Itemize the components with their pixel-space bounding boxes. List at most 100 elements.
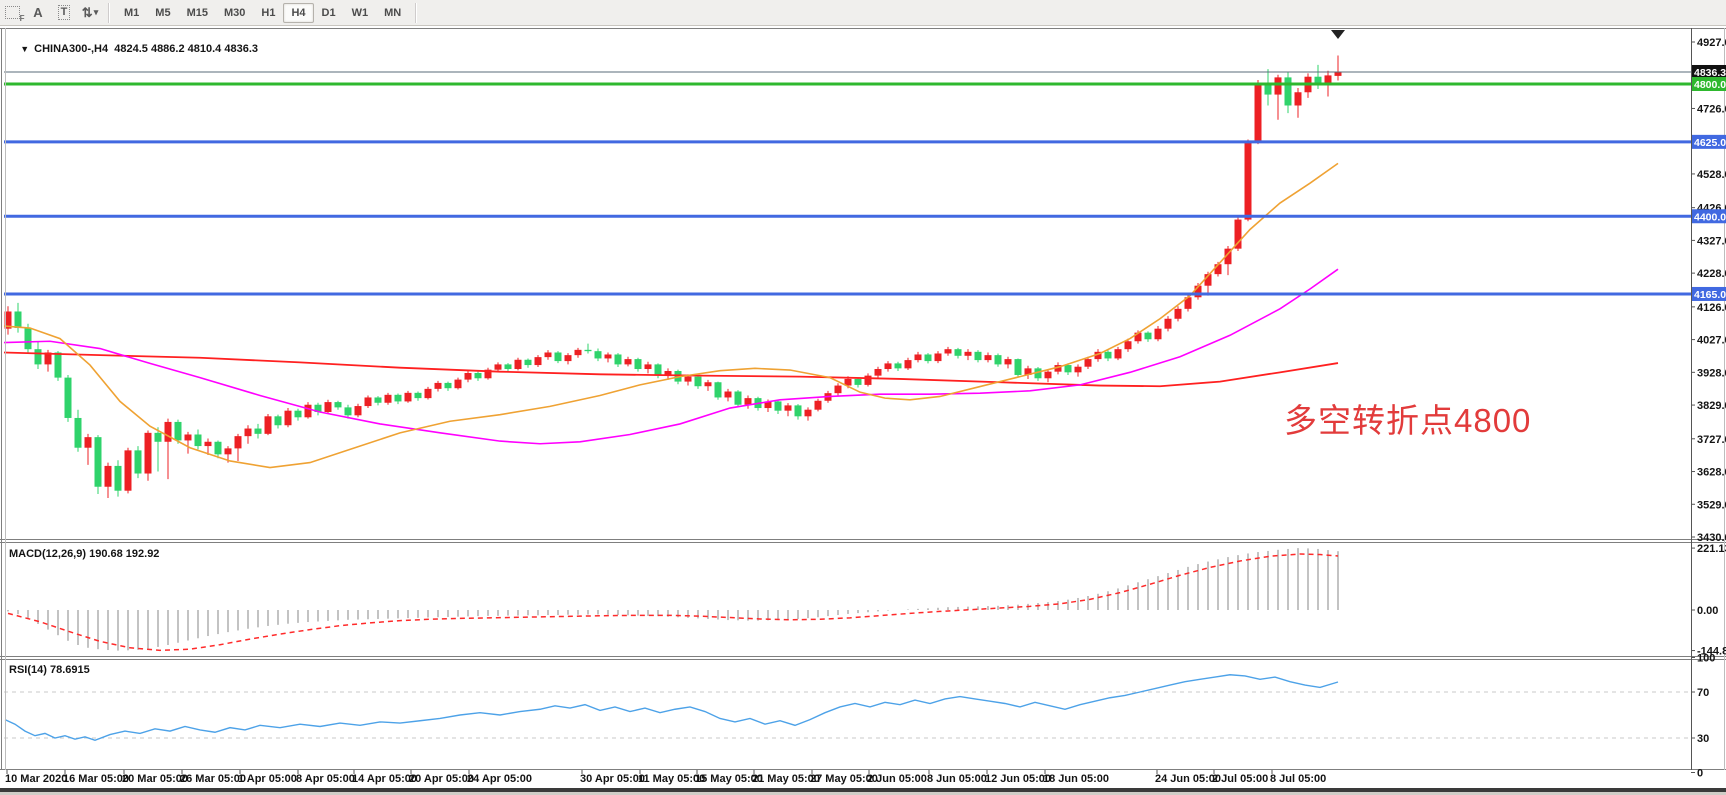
candle-body [694, 376, 702, 387]
candle-body [254, 428, 262, 434]
candle-body [844, 378, 852, 386]
candle-body [564, 355, 572, 362]
bottom-status-strip [0, 792, 1726, 795]
candle-body [354, 406, 362, 416]
rsi-tick-label: 70 [1697, 687, 1709, 699]
price-tick-label: 4528.0 [1697, 169, 1726, 181]
candle-body [704, 382, 712, 387]
arrow-objects-icon[interactable]: ⇅ ▾ [78, 3, 102, 23]
candle-body [294, 410, 302, 418]
candle-body [1174, 308, 1182, 319]
price-badge-4165.0: 4165.0 [1692, 286, 1726, 301]
candle-body [724, 391, 732, 398]
candle-body [1264, 83, 1272, 95]
candle-body [604, 354, 612, 359]
main-price-panel[interactable] [3, 30, 1691, 498]
macd-panel[interactable] [7, 548, 1339, 652]
candle-body [334, 402, 342, 408]
candle-body [594, 351, 602, 359]
candle-body [534, 357, 542, 366]
chart-title-dropdown-icon[interactable]: ▼ [20, 44, 30, 54]
ohlc-values: 4824.5 4886.2 4810.4 4836.3 [114, 43, 258, 55]
macd-histogram [7, 548, 1339, 651]
candle-body [894, 363, 902, 369]
candle-body [524, 359, 532, 366]
candle-body [454, 379, 462, 389]
timeframe-buttons: M1 M5 M15 M30 H1 H4 D1 W1 MN [116, 2, 409, 23]
date-tick-label: 18 Jun 05:00 [1043, 773, 1109, 785]
price-tick-label: 3928.0 [1697, 367, 1726, 379]
grip-box-glyph: F [4, 6, 25, 23]
date-tick-label: 2 Jul 05:00 [1212, 773, 1268, 785]
template-grip-icon[interactable]: F [0, 3, 25, 23]
candle-body [74, 417, 82, 448]
candle-body [794, 405, 802, 417]
date-tick-label: 1 Apr 05:00 [238, 773, 297, 785]
candle-body [1214, 264, 1222, 275]
candle-body [924, 354, 932, 362]
candle-body [1124, 341, 1132, 350]
date-tick-label: 12 Jun 05:00 [985, 773, 1051, 785]
candle-body [784, 405, 792, 411]
date-tick-label: 8 Apr 05:00 [296, 773, 355, 785]
horizontal-level-lines[interactable] [4, 82, 1691, 296]
arrows-glyph: ⇅ [81, 4, 93, 20]
candle-body [934, 353, 942, 362]
price-badge-bg [1692, 209, 1726, 224]
timeframe-button-d1[interactable]: D1 [321, 6, 336, 19]
price-tick-label: 3529.0 [1697, 499, 1726, 511]
timeframe-button-m5[interactable]: M5 [155, 6, 171, 19]
timeframe-button-mn[interactable]: MN [384, 6, 402, 19]
date-tick-label: 16 Mar 05:00 [63, 773, 129, 785]
candle-body [1044, 371, 1052, 379]
candle-body [834, 385, 842, 394]
text-label-icon[interactable]: T [52, 3, 76, 23]
candle-body [124, 450, 132, 491]
candle-body [1104, 351, 1112, 359]
timeframe-button-h1[interactable]: H1 [261, 6, 276, 19]
price-tick-label: 4027.0 [1697, 335, 1726, 347]
candle-body [1334, 71, 1342, 76]
candle-body [44, 352, 52, 365]
candle-body [544, 352, 552, 358]
chart-annotation-text[interactable]: 多空转折点4800 [1284, 402, 1532, 439]
timeframe-button-m1[interactable]: M1 [124, 6, 140, 19]
candle-body [414, 392, 422, 399]
candle-body [314, 404, 322, 413]
timeframe-button-m15[interactable]: M15 [186, 6, 208, 19]
candle-body [84, 437, 92, 448]
candle-body [554, 352, 562, 362]
candle-body [944, 349, 952, 354]
panel-borders [0, 28, 1726, 770]
candle-body [1284, 77, 1292, 106]
text-annotation-icon[interactable]: A [33, 5, 43, 20]
candle-body [994, 355, 1002, 365]
candle-body [214, 441, 222, 455]
candle-body [1294, 92, 1302, 106]
rsi-panel[interactable] [4, 674, 1691, 742]
timeframe-button-w1[interactable]: W1 [351, 6, 369, 19]
ma-fast-orange-line [3, 162, 1339, 469]
macd-indicator-label: MACD(12,26,9) 190.68 192.92 [9, 548, 160, 560]
rsi-tick-label: 100 [1697, 653, 1715, 665]
candle-body [804, 409, 812, 417]
candle-body [104, 465, 112, 487]
price-badge-bg [1692, 134, 1726, 149]
candle-body [1234, 219, 1242, 249]
date-tick-label: 24 Jun 05:00 [1155, 773, 1221, 785]
candle-body [364, 397, 372, 407]
price-badge-text: 4800.0 [1694, 79, 1726, 91]
timeframe-button-m30[interactable]: M30 [223, 6, 246, 19]
timeframe-button-h4[interactable]: H4 [283, 2, 314, 23]
price-axis[interactable]: 4927.04726.04528.04426.04327.04228.04126… [1691, 37, 1726, 780]
date-tick-label: 30 Apr 05:00 [580, 773, 645, 785]
candle-body [244, 428, 252, 437]
candle-body [1224, 248, 1232, 265]
macd-tick-label: -144.84 [1697, 646, 1726, 658]
date-tick-label: 14 Apr 05:00 [352, 773, 417, 785]
candle-body [864, 375, 872, 385]
candle-body [174, 421, 182, 441]
rsi-tick-label: 30 [1697, 733, 1709, 745]
